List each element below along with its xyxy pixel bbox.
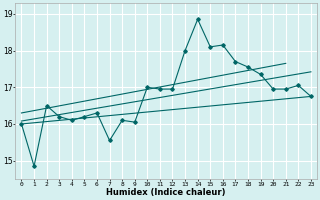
X-axis label: Humidex (Indice chaleur): Humidex (Indice chaleur) bbox=[107, 188, 226, 197]
